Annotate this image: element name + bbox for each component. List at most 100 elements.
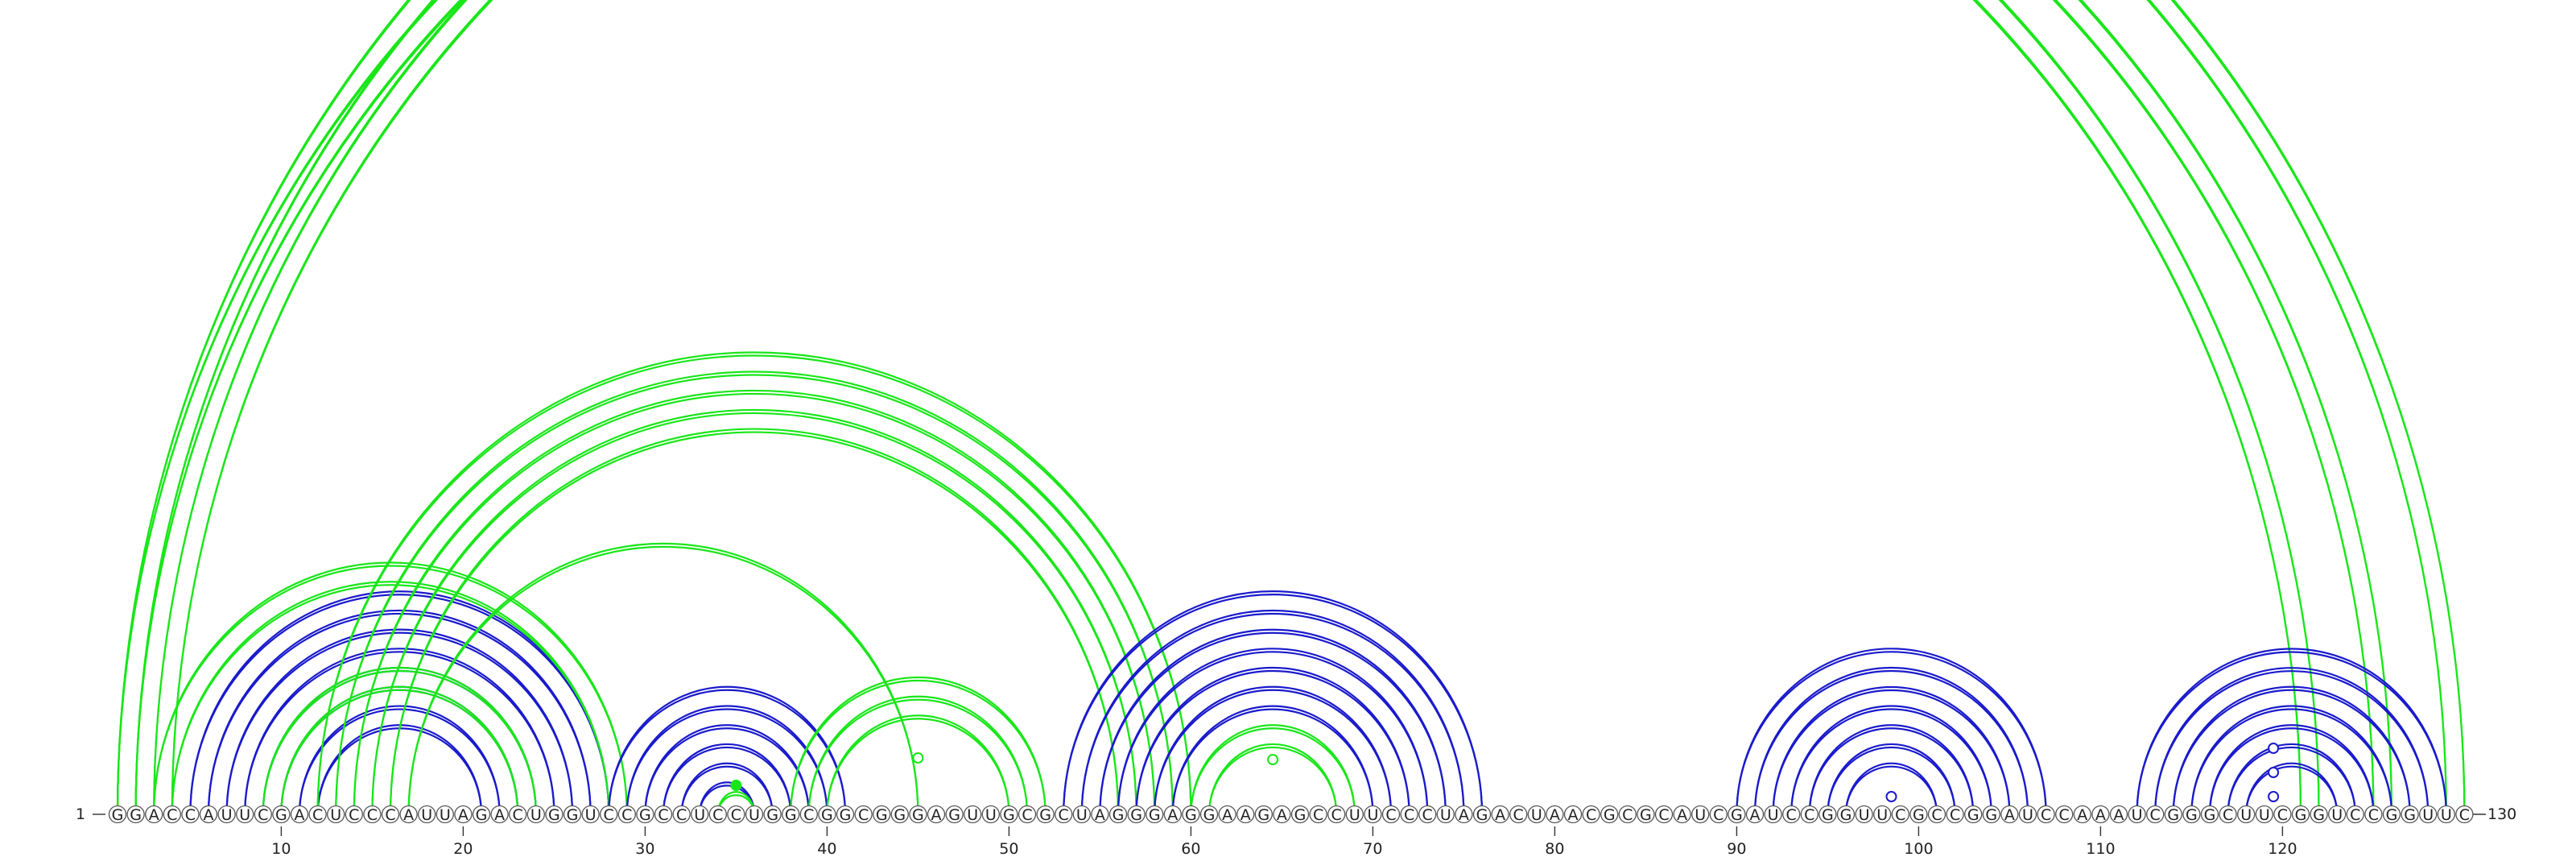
base-pair-arc-29-40 [625, 705, 828, 815]
nucleotide-letter: G [1185, 806, 1197, 824]
nucleotide: U [2255, 805, 2273, 824]
nucleotide: C [254, 805, 272, 824]
base-pair-arc-118-123 [2245, 762, 2339, 815]
nucleotide-circle [563, 805, 582, 824]
nucleotide: G [873, 805, 891, 824]
nucleotide-letter: A [204, 806, 214, 824]
base-pair-arc-90-107 [1736, 648, 2047, 815]
nucleotide-letter: G [1840, 806, 1852, 824]
tick-label: 10 [271, 840, 291, 857]
nucleotide-letter: C [1404, 806, 1414, 824]
nucleotide-circle [1946, 805, 1964, 824]
nucleotide: A [1546, 805, 1564, 824]
nucleotide-letter: C [349, 806, 359, 824]
nucleotide: C [1654, 805, 1674, 824]
base-pair-arc-1-122 [116, 0, 2320, 815]
nucleotide: A [199, 805, 218, 824]
tick-label: 30 [635, 840, 654, 857]
nucleotide-letter: C [2459, 806, 2470, 824]
nucleotide-circle [1146, 805, 1164, 824]
tick-label: 20 [453, 840, 473, 857]
nucleotide: C [2037, 805, 2055, 824]
base-pair-arc-113-128 [2154, 670, 2429, 815]
nucleotide: G [2182, 805, 2201, 824]
tick-label: 50 [999, 840, 1018, 857]
nucleotide: A [399, 805, 418, 824]
nucleotide-circle [945, 805, 964, 824]
base-pair-arc-33-36 [699, 785, 756, 815]
nucleotide-circle [290, 805, 309, 824]
nucleotide-letter: U [749, 806, 760, 824]
nucleotide: G [472, 805, 491, 824]
nucleotide-letter: U [2132, 806, 2143, 824]
nucleotide-letter: U [985, 806, 997, 824]
nucleotide-circle [272, 805, 291, 824]
nucleotide-letter: G [1039, 806, 1051, 824]
nucleotide-circle [1036, 805, 1055, 824]
nucleotide-letter: C [185, 806, 196, 824]
base-pair-arc-58-71 [1154, 685, 1393, 815]
nucleotide-letter: C [1022, 806, 1032, 824]
base-pair-arc-8-25 [244, 648, 555, 815]
nucleotide-circle [745, 805, 764, 824]
nucleotide: U [1072, 805, 1091, 824]
base-pair-arc-3-29 [153, 561, 628, 815]
nucleotide: G [909, 805, 927, 824]
nucleotide-circle [509, 805, 527, 824]
nucleotide-circle [1691, 805, 1710, 824]
nucleotide-letter: A [1750, 806, 1761, 824]
nucleotide: G [818, 805, 836, 824]
loop-marker [2268, 767, 2280, 778]
base-pair-arc-117-124 [2227, 743, 2356, 815]
nucleotide-circle [763, 805, 782, 824]
nucleotide-letter: C [1313, 806, 1323, 824]
nucleotide-letter: U [2240, 806, 2252, 824]
nucleotide: C [672, 805, 691, 824]
nucleotide: C [617, 805, 636, 824]
base-pair-arc-114-127 [2172, 685, 2411, 815]
nucleotide-letter: C [2350, 806, 2360, 824]
nucleotide: C [1400, 805, 1418, 824]
nucleotide-letter: U [1876, 806, 1888, 824]
arcs-layer [116, 0, 2466, 815]
nucleotide: U [981, 805, 1000, 824]
nucleotide-circle [2310, 805, 2328, 824]
nucleotide-letter: A [2004, 806, 2015, 824]
nucleotide: G [272, 805, 291, 824]
nucleotide: C [363, 805, 382, 824]
nucleotide: U [1855, 805, 1873, 824]
nucleotide-circle [1836, 805, 1856, 824]
nucleotide: G [1728, 805, 1746, 824]
nucleotide-letter: G [785, 806, 797, 824]
nucleotide: A [454, 805, 473, 824]
nucleotide: A [1491, 805, 1509, 824]
nucleotide-circle [181, 805, 200, 824]
nucleotide-letter: G [1913, 806, 1925, 824]
nucleotide: U [217, 805, 236, 824]
nucleotide-circle [199, 805, 218, 824]
nucleotide-circle [1364, 805, 1382, 824]
nucleotide-letter: C [621, 806, 632, 824]
nucleotide: C [2146, 805, 2165, 824]
nucleotide: A [490, 805, 509, 824]
base-pair-arc-116-125 [2208, 724, 2375, 815]
nucleotide: U [2419, 805, 2438, 824]
nucleotide: C [600, 805, 618, 824]
base-pair-arc-6-27 [207, 609, 592, 815]
base-pair-arc-16-56 [389, 428, 1120, 815]
nucleotide-letter: U [1367, 806, 1378, 824]
nucleotide-letter: C [1331, 806, 1342, 824]
nucleotide-letter: G [948, 806, 960, 824]
position-ticks: 10 20 30 40 50 60 70 80 90 100 110 120 [271, 826, 2297, 857]
nucleotide-circle [1455, 805, 1473, 824]
nucleotide-circle [1309, 805, 1327, 824]
nucleotide: G [945, 805, 964, 824]
nucleotide-letter: A [1677, 806, 1687, 824]
nucleotide-circle [581, 805, 600, 824]
base-pair-arc-2-129 [134, 0, 2447, 815]
nucleotide: C [509, 805, 527, 824]
nucleotide-letter: C [1586, 806, 1596, 824]
nucleotide-circle [1527, 805, 1546, 824]
nucleotide: G [1146, 805, 1164, 824]
nucleotide: C [308, 805, 327, 824]
